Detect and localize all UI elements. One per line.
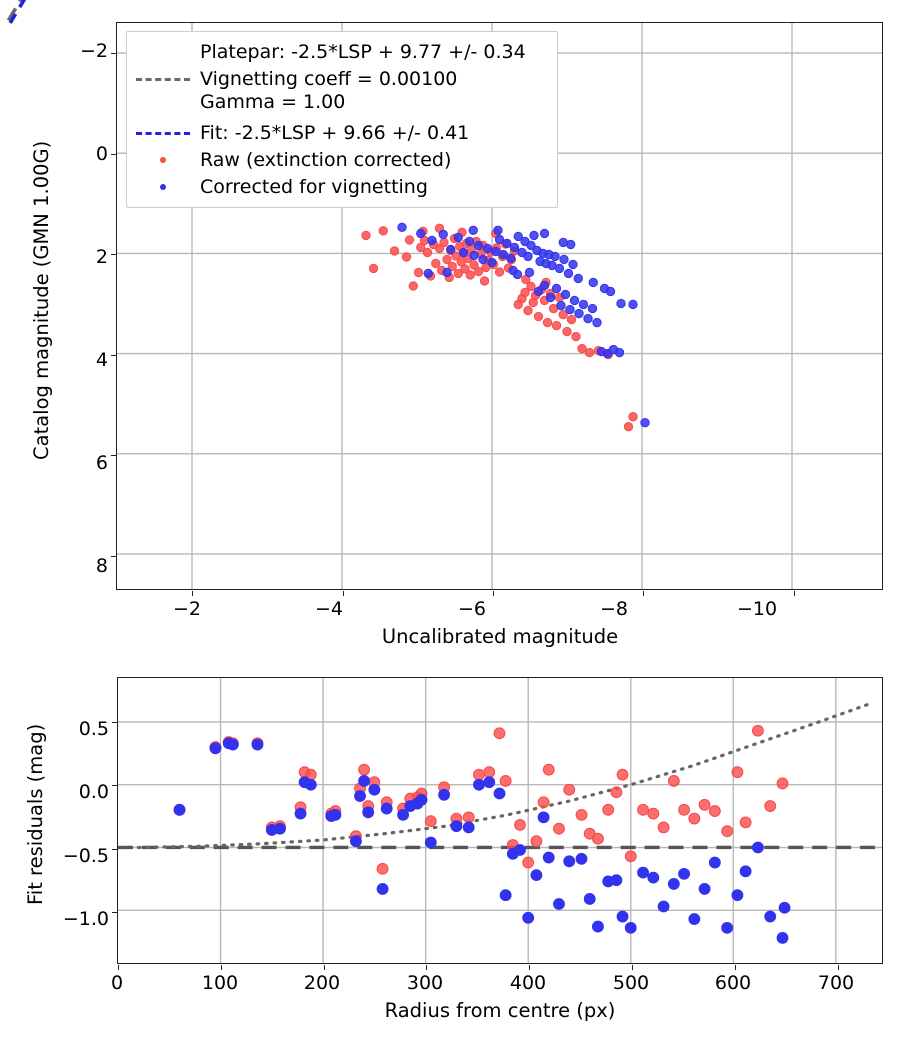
xtick-top-0: −2 [172,598,202,620]
ytick-mark [111,354,116,356]
ytick-top-3: 4 [95,349,108,371]
xtick-mark [734,965,736,970]
ytick-mark [112,785,117,787]
ytick-top-4: 6 [95,452,108,474]
fit-residuals-canvas [118,678,882,963]
xtick-mark [323,965,325,970]
ytick-top-5: 8 [95,555,108,577]
xtick-bottom-4: 400 [509,972,547,994]
legend-entry-platepar: Platepar: -2.5*LSP + 9.77 +/- 0.34 [136,38,548,65]
top-xaxis-title: Uncalibrated magnitude [381,625,619,648]
fit-residuals-axes [112,677,883,970]
ytick-mark [111,455,116,457]
xtick-bottom-1: 100 [201,972,239,994]
xtick-top-2: −6 [457,598,487,620]
legend-box: Platepar: -2.5*LSP + 9.77 +/- 0.34 Vigne… [126,31,558,208]
legend-label-fit: Fit: -2.5*LSP + 9.66 +/- 0.41 [200,121,470,144]
xtick-bottom-3: 300 [406,972,444,994]
ytick-mark [111,53,116,55]
ytick-bottom-3: −1.0 [62,908,109,930]
ytick-bottom-0: 0.5 [78,718,109,740]
top-yaxis-title: Catalog magnitude (GMN 1.00G) [30,140,53,460]
ytick-mark [111,153,116,155]
xtick-top-3: −8 [599,598,629,620]
legend-entry-corrected: Corrected for vignetting [136,173,548,200]
legend-entry-fit: Fit: -2.5*LSP + 9.66 +/- 0.41 [136,119,548,146]
xtick-bottom-2: 200 [303,972,341,994]
xtick-mark [643,591,645,596]
xtick-mark [426,965,428,970]
xtick-mark [118,965,119,970]
xtick-bottom-6: 600 [714,972,752,994]
ytick-top-2: 2 [95,246,108,268]
legend-entry-raw: Raw (extinction corrected) [136,146,548,173]
ytick-bottom-2: −0.5 [62,845,109,867]
ytick-top-1: 0 [95,143,108,165]
legend-handle-none [136,42,190,62]
xtick-bottom-7: 700 [817,972,855,994]
xtick-bottom-5: 500 [612,972,650,994]
xtick-mark [837,965,839,970]
gray-dashed-line-icon [136,69,190,89]
legend-label-corrected: Corrected for vignetting [200,175,428,198]
bottom-yaxis-title: Fit residuals (mag) [24,723,47,905]
ytick-mark [112,911,117,913]
blue-dashed-line-icon [136,123,190,143]
ytick-bottom-1: 0.0 [78,781,109,803]
ytick-mark [112,722,117,724]
bottom-xaxis-title: Radius from centre (px) [384,999,616,1022]
legend-entry-vignetting-coeff: Vignetting coeff = 0.00100 [136,65,548,92]
xtick-mark [220,965,222,970]
ytick-top-0: −2 [79,40,108,62]
legend-label-vignetting-coeff: Vignetting coeff = 0.00100 [200,67,458,90]
xtick-mark [492,591,494,596]
xtick-mark [192,591,194,596]
blue-dot-marker-icon [136,177,190,197]
ytick-mark [111,555,116,557]
xtick-bottom-0: 0 [110,972,124,994]
xtick-top-1: −4 [314,598,344,620]
red-dot-marker-icon [136,150,190,170]
xtick-top-4: −10 [736,598,778,620]
xtick-mark [632,965,634,970]
ytick-mark [112,848,117,850]
legend-label-platepar: Platepar: -2.5*LSP + 9.77 +/- 0.34 [200,40,526,63]
xtick-mark [342,591,344,596]
legend-label-raw: Raw (extinction corrected) [200,148,452,171]
legend-label-gamma: Gamma = 1.00 [200,91,346,113]
xtick-mark [529,965,531,970]
ytick-mark [111,254,116,256]
xtick-mark [793,591,795,596]
